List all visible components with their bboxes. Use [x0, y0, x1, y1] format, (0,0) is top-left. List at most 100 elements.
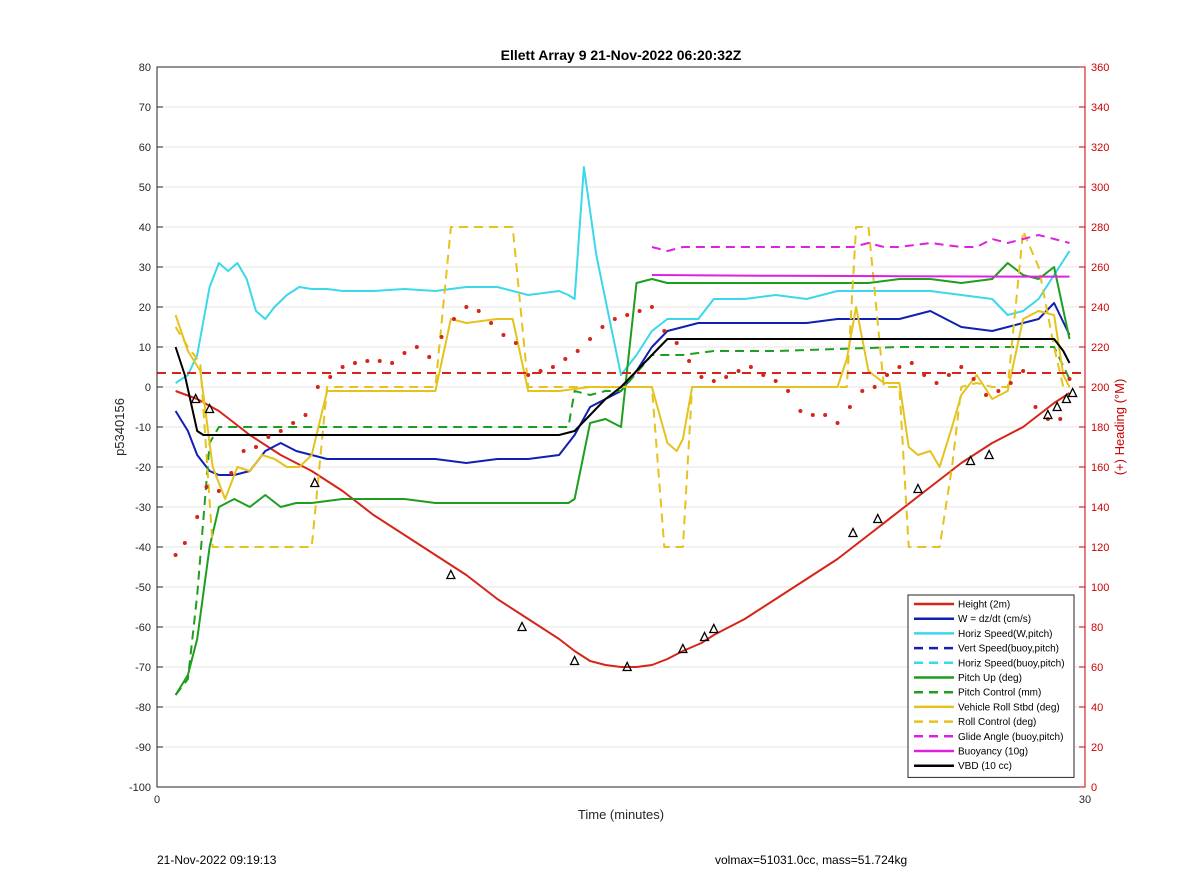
heading-dot: [934, 381, 939, 385]
heading-dot: [625, 313, 630, 317]
heading-dot: [649, 305, 654, 309]
y-tick-label: -30: [135, 502, 151, 514]
triangle-marker: [622, 661, 633, 672]
heading-dot: [278, 429, 283, 433]
series-line-11: [174, 338, 1071, 436]
heading-dot: [748, 365, 753, 369]
series-line-9: [651, 234, 1070, 252]
y-tick-label: 0: [145, 382, 151, 394]
legend-label-4: Horiz Speed(buoy,pitch): [958, 658, 1065, 669]
triangle-marker: [1067, 387, 1078, 398]
series-line-5: [174, 262, 1071, 696]
left-axis-ticks: -100-90-80-70-60-50-40-30-20-10010203040…: [129, 62, 163, 794]
y2-tick-label: 120: [1091, 542, 1109, 554]
triangle-marker: [912, 483, 924, 494]
y2-tick-label: 300: [1091, 182, 1109, 194]
heading-dot: [810, 413, 815, 417]
y2-tick-label: 180: [1091, 422, 1109, 434]
y-tick-label: -50: [135, 582, 151, 594]
y2-tick-label: 100: [1091, 582, 1109, 594]
triangle-marker: [516, 621, 528, 632]
y-axis-label: p5340156: [112, 398, 127, 456]
triangle-marker: [445, 569, 456, 580]
y2-tick-label: 140: [1091, 502, 1109, 514]
y-tick-label: 10: [139, 342, 151, 354]
x-axis-ticks: 0 30: [154, 794, 1091, 806]
y2-tick-label: 280: [1091, 222, 1109, 234]
legend-label-10: Buoyancy (10g): [958, 747, 1028, 758]
x-tick-label: 0: [154, 794, 160, 806]
heading-dot: [798, 409, 803, 413]
y-tick-label: 70: [139, 102, 151, 114]
y-tick-label: -100: [129, 782, 151, 794]
heading-dot: [291, 421, 296, 425]
legend-label-0: Height (2m): [958, 600, 1010, 611]
heading-dot: [575, 349, 580, 353]
y2-tick-label: 20: [1091, 742, 1103, 754]
y2-tick-label: 320: [1091, 142, 1109, 154]
heading-dot: [860, 389, 865, 393]
x-axis-label: Time (minutes): [578, 807, 664, 822]
heading-dot: [588, 337, 593, 341]
triangle-marker: [1061, 393, 1072, 404]
heading-dot: [909, 361, 914, 365]
chart-title: Ellett Array 9 21-Nov-2022 06:20:32Z: [501, 47, 742, 63]
heading-dot: [352, 361, 357, 365]
heading-dot: [922, 373, 927, 377]
triangle-markers: [190, 387, 1078, 672]
heading-dot: [699, 375, 704, 379]
y-tick-label: -90: [135, 742, 151, 754]
legend-label-11: VBD (10 cc): [958, 761, 1012, 772]
heading-dot: [489, 321, 494, 325]
legend-label-7: Vehicle Roll Stbd (deg): [958, 702, 1060, 713]
y2-tick-label: 160: [1091, 462, 1109, 474]
heading-dots: [173, 305, 1072, 557]
heading-dot: [786, 389, 791, 393]
triangle-marker: [847, 527, 859, 538]
legend-label-6: Pitch Control (mm): [958, 688, 1041, 699]
y2-tick-label: 40: [1091, 702, 1103, 714]
heading-dot: [1021, 369, 1026, 373]
heading-dot: [563, 357, 568, 361]
heading-dot: [340, 365, 345, 369]
heading-dot: [229, 471, 234, 475]
y-tick-label: 30: [139, 262, 151, 274]
y-tick-label: 80: [139, 62, 151, 74]
heading-dot: [204, 485, 209, 489]
heading-dot: [761, 373, 766, 377]
triangle-marker: [708, 623, 719, 634]
heading-dot: [1067, 377, 1072, 381]
heading-dot: [674, 341, 679, 345]
triangle-marker: [190, 393, 201, 404]
heading-dot: [984, 393, 989, 397]
y-tick-label: 50: [139, 182, 151, 194]
heading-dot: [303, 413, 308, 417]
heading-dot: [513, 341, 518, 345]
heading-dot: [897, 365, 902, 369]
heading-dot: [253, 445, 258, 449]
heading-dot: [687, 359, 692, 363]
y2-axis-label: (+) Heading (°M): [1112, 379, 1127, 476]
y2-tick-label: 220: [1091, 342, 1109, 354]
legend-label-8: Roll Control (deg): [958, 717, 1036, 728]
heading-dot: [216, 489, 221, 493]
heading-dot: [526, 373, 531, 377]
heading-dot: [266, 435, 271, 439]
series-line-8: [174, 226, 1070, 548]
heading-dot: [427, 355, 432, 359]
series-line-10: [651, 274, 1070, 278]
series-line-6: [174, 346, 1071, 696]
y-tick-label: 20: [139, 302, 151, 314]
triangle-marker: [309, 477, 320, 488]
series-lines: [157, 166, 1085, 696]
heading-dot: [195, 515, 200, 519]
heading-dot: [501, 333, 506, 337]
footer-summary: volmax=51031.0cc, mass=51.724kg: [715, 853, 908, 867]
y2-tick-label: 200: [1091, 382, 1109, 394]
y-tick-label: -60: [135, 622, 151, 634]
heading-dot: [241, 449, 246, 453]
heading-dot: [550, 365, 555, 369]
y2-tick-label: 80: [1091, 622, 1103, 634]
heading-dot: [996, 389, 1001, 393]
